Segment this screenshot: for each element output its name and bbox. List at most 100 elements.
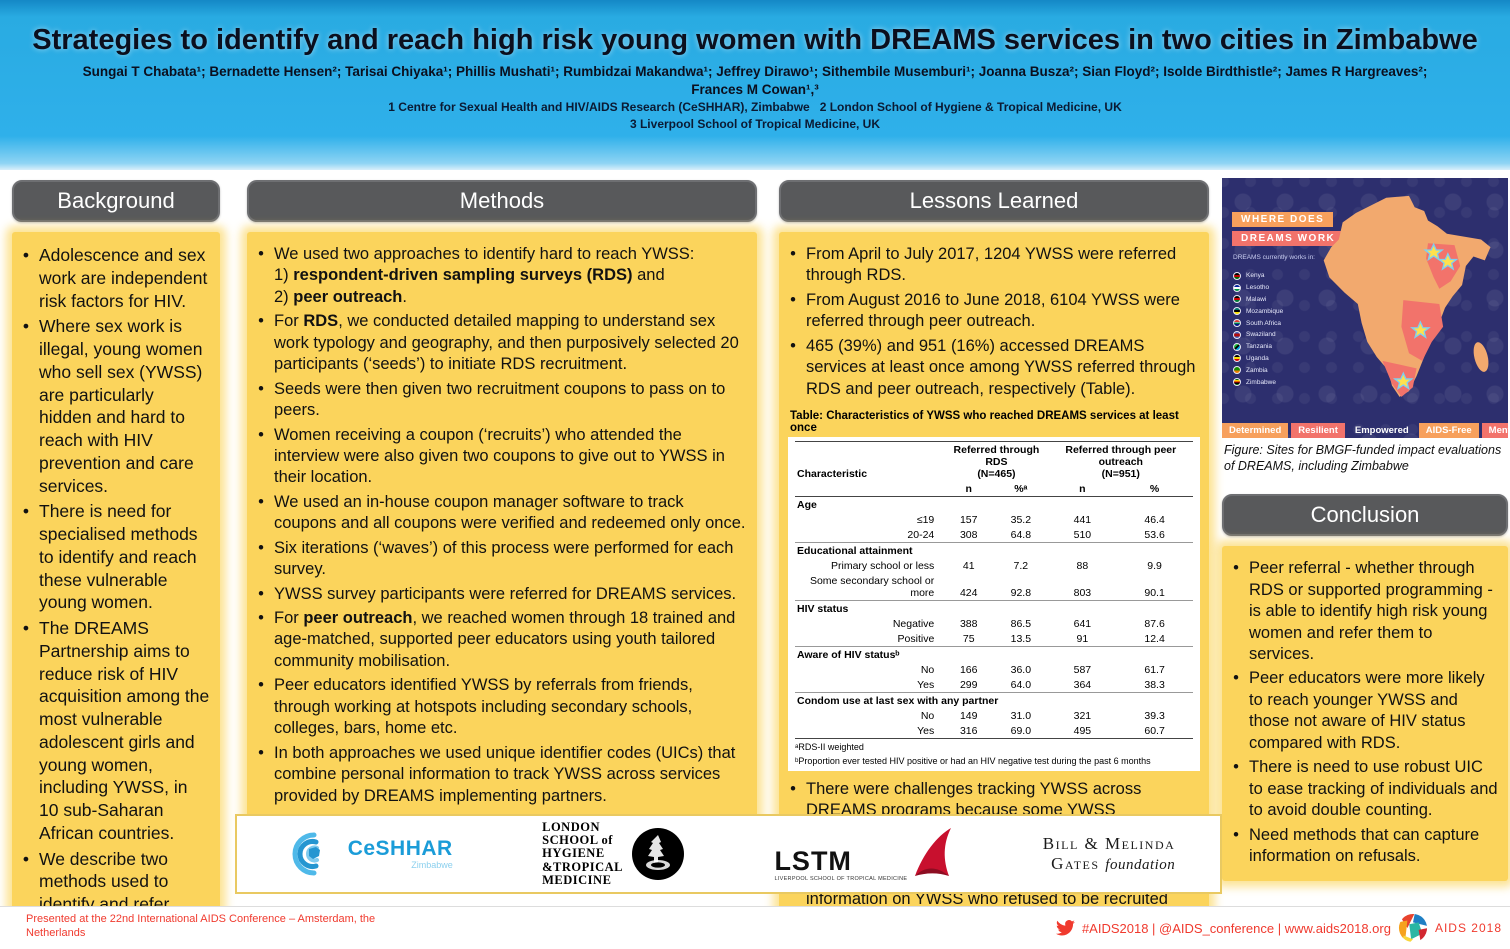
footer: Presented at the 22nd International AIDS… xyxy=(0,906,1510,949)
table-footnote: ᵃRDS-II weighted xyxy=(795,742,864,753)
wordmark-line: LONDON xyxy=(542,820,600,835)
table-group-row: Age xyxy=(795,497,1193,513)
footer-social: #AIDS2018 | @AIDS_conference | www.aids2… xyxy=(1055,907,1502,949)
cell-value: 64.8 xyxy=(1010,528,1032,541)
bullet-text: The DREAMS Partnership aims to reduce ri… xyxy=(39,618,210,843)
background-content: • Adolescence and sex work are independen… xyxy=(12,232,220,949)
methods-heading: Methods xyxy=(247,180,757,222)
bullet-dot: • xyxy=(790,245,796,263)
south-africa-flag-icon xyxy=(1233,319,1241,328)
gates-line-2: Gates foundation xyxy=(1043,854,1176,874)
madagascar xyxy=(1473,342,1489,372)
country-item: Malawi xyxy=(1233,294,1283,306)
malawi-flag-icon xyxy=(1233,295,1241,304)
bullet-item: • We used an in-house coupon manager soft… xyxy=(256,492,748,535)
partner-logos-strip: CeSHHAR Zimbabwe LONDON SCHOOL of HYGIENE &… xyxy=(235,814,1222,894)
twitter-bird-icon xyxy=(1055,920,1075,936)
header-band: Strategies to identify and reach high ri… xyxy=(0,0,1510,170)
cell-value: 149 xyxy=(959,709,978,722)
cell-value: 12.4 xyxy=(1144,632,1165,645)
gates-wordmark: Gates xyxy=(1051,853,1100,873)
subheader-spacer xyxy=(795,481,945,498)
map-label-where-does: WHERE DOES xyxy=(1232,212,1334,227)
cell-value: 424 xyxy=(959,586,978,599)
bullet-item: • The DREAMS Partnership aims to reduce r… xyxy=(21,617,211,845)
poster-title: Strategies to identify and reach high ri… xyxy=(32,24,1478,56)
table-row: Yes 316 69.0 495 60.7 xyxy=(795,723,1193,739)
site-star-icons xyxy=(1392,242,1459,391)
bullet-dot: • xyxy=(258,676,264,695)
cell-value: 86.5 xyxy=(1010,617,1032,630)
conclusion-heading: Conclusion xyxy=(1222,494,1508,537)
figure-caption: Figure: Sites for BMGF-funded impact eva… xyxy=(1224,443,1502,473)
bullet-text: YWSS survey participants were referred f… xyxy=(274,584,737,603)
cell-value: 166 xyxy=(959,663,978,676)
cell-value: 308 xyxy=(959,528,978,541)
bullet-item: • Need methods that can capture informati… xyxy=(1231,825,1499,868)
lstm-wordmark: LSTM xyxy=(774,845,852,876)
cell-value: 803 xyxy=(1073,586,1092,599)
methods-content: • We used two approaches to identify hard… xyxy=(247,232,757,821)
map-label-dreams-work: DREAMS WORK xyxy=(1232,231,1345,246)
bullet-item: • For peer outreach, we reached women thr… xyxy=(256,608,748,672)
group-label: Educational attainment xyxy=(795,542,1193,559)
ceshhar-wordmark: CeSHHAR xyxy=(347,837,453,860)
cell-value: 587 xyxy=(1073,663,1092,676)
bullet-text: Need methods that can capture informatio… xyxy=(1249,825,1480,865)
country-label: Swaziland xyxy=(1246,331,1276,339)
bullet-dot: • xyxy=(22,316,30,337)
banner-word: Determined xyxy=(1222,423,1289,438)
gates-foundation-logo: Bill & Melinda Gates foundation xyxy=(1043,834,1176,874)
mozambique-flag-icon xyxy=(1233,307,1241,316)
bullet-dot: • xyxy=(22,501,30,522)
country-item: Kenya xyxy=(1233,270,1283,282)
bullet-dot: • xyxy=(258,379,264,398)
country-label: Kenya xyxy=(1246,272,1265,280)
cell-value: 316 xyxy=(959,724,978,737)
map-sublabel: DREAMS currently works in: xyxy=(1233,254,1315,261)
wordmark-line: MEDICINE xyxy=(542,872,612,887)
lshtm-emblem-icon xyxy=(632,828,685,880)
bullet-item: • For RDS, we conducted detailed mapping … xyxy=(256,311,748,375)
kenya-flag-icon xyxy=(1233,271,1241,280)
bullet-text: For RDS, we conducted detailed mapping t… xyxy=(274,312,739,374)
cell-value: 38.3 xyxy=(1144,678,1165,691)
ceshhar-sub: Zimbabwe xyxy=(411,860,453,870)
lshtm-logo: LONDON SCHOOL of HYGIENE &TROPICAL MEDICINE xyxy=(542,821,685,887)
bullet-item: • 465 (39%) and 951 (16%) accessed DREAMS… xyxy=(788,336,1200,400)
affiliations-line-2: 3 Liverpool School of Tropical Medicine,… xyxy=(629,117,881,132)
cell-value: 31.0 xyxy=(1010,709,1032,722)
row-label: Some secondary school or more xyxy=(809,574,935,599)
bullet-dot: • xyxy=(258,743,264,762)
gates-line-1: Bill & Melinda xyxy=(1042,834,1176,854)
country-list: Kenya Lesotho Malawi Mozambique South Africa… xyxy=(1233,270,1283,388)
country-label: Tanzania xyxy=(1246,343,1273,351)
footer-presentation-text: Presented at the 22nd International AIDS… xyxy=(26,913,376,940)
country-label: Uganda xyxy=(1246,354,1269,362)
row-label: Primary school or less xyxy=(831,559,935,572)
table-row: Negative 388 86.5 641 87.6 xyxy=(795,616,1193,631)
banner-word: Empowered xyxy=(1354,425,1409,436)
bullet-item: • Adolescence and sex work are independen… xyxy=(21,244,211,312)
cell-value: 9.9 xyxy=(1147,559,1162,572)
bullet-dot: • xyxy=(258,312,264,331)
table-row: Primary school or less 41 7.2 88 9.9 xyxy=(795,558,1193,573)
bullet-item: • Peer educators were more likely to reac… xyxy=(1231,668,1499,754)
country-item: Lesotho xyxy=(1233,282,1283,294)
lstm-sub: LIVERPOOL SCHOOL OF TROPICAL MEDICINE xyxy=(774,875,908,882)
row-label: Yes xyxy=(917,678,935,691)
bullet-item: • YWSS survey participants were referred … xyxy=(256,584,748,605)
row-label: ≤19 xyxy=(916,513,935,526)
cell-value: 299 xyxy=(959,678,978,691)
conclusion-content: • Peer referral - whether through RDS or … xyxy=(1222,546,1508,882)
cell-value: 641 xyxy=(1073,617,1092,630)
col-group-header-1: Referred through RDS (N=465) xyxy=(944,441,1049,482)
table-row: Yes 299 64.0 364 38.3 xyxy=(795,677,1193,693)
bullet-item: • In both approaches we used unique ident… xyxy=(256,743,748,807)
bullet-text: From April to July 2017, 1204 YWSS were … xyxy=(806,245,1177,285)
africa-map xyxy=(1323,195,1491,397)
country-item: Zimbabwe xyxy=(1233,376,1283,388)
map-banner: Determined Resilient Empowered AIDS-Free Men… xyxy=(1222,423,1508,438)
bullet-item: • Seeds were then given two recruitment c… xyxy=(256,379,748,422)
ceshhar-logo: CeSHHAR Zimbabwe xyxy=(282,830,453,878)
